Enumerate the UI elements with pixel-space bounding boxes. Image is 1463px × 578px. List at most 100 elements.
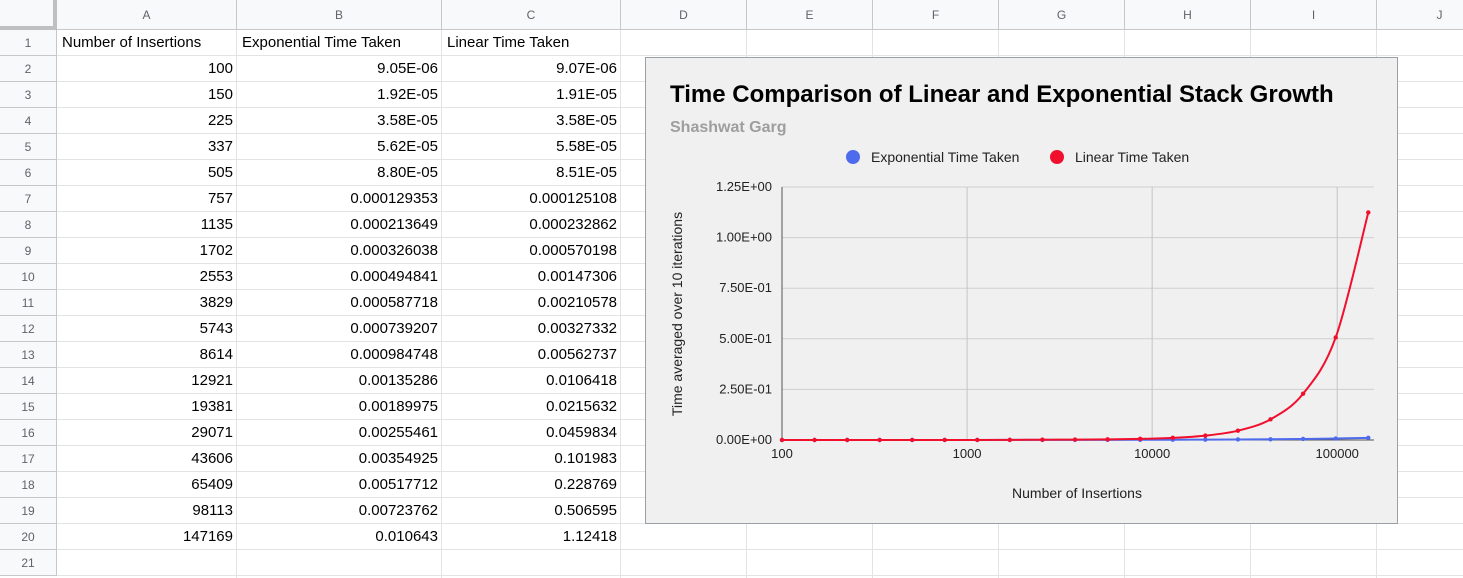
column-header-j[interactable]: J [1377, 0, 1463, 30]
row-header-17[interactable]: 17 [0, 446, 57, 472]
cell-a14[interactable]: 12921 [191, 372, 233, 389]
cell-c8[interactable]: 0.000232862 [529, 216, 617, 233]
row-gridline [57, 575, 1463, 576]
y-axis-title: Time averaged over 10 iterations [669, 212, 685, 416]
cell-b19[interactable]: 0.00723762 [358, 502, 438, 519]
cell-a7[interactable]: 757 [207, 190, 233, 207]
column-header-a[interactable]: A [57, 0, 237, 30]
cell-b16[interactable]: 0.00255461 [358, 424, 438, 441]
cell-c18[interactable]: 0.228769 [554, 476, 617, 493]
embedded-chart[interactable]: Time Comparison of Linear and Exponentia… [645, 57, 1398, 524]
cell-c6[interactable]: 8.51E-05 [556, 164, 617, 181]
data-point-exponential [1366, 435, 1371, 441]
cell-c9[interactable]: 0.000570198 [529, 242, 617, 259]
row-header-19[interactable]: 19 [0, 498, 57, 524]
cell-b10[interactable]: 0.000494841 [350, 268, 438, 285]
cell-b7[interactable]: 0.000129353 [350, 190, 438, 207]
cell-a17[interactable]: 43606 [191, 450, 233, 467]
row-header-3[interactable]: 3 [0, 82, 57, 108]
row-gridline [57, 55, 1463, 56]
row-header-7[interactable]: 7 [0, 186, 57, 212]
cell-c5[interactable]: 5.58E-05 [556, 138, 617, 155]
row-header-8[interactable]: 8 [0, 212, 57, 238]
cell-c7[interactable]: 0.000125108 [529, 190, 617, 207]
cell-b2[interactable]: 9.05E-06 [377, 60, 438, 77]
cell-c16[interactable]: 0.0459834 [546, 424, 617, 441]
cell-a9[interactable]: 1702 [199, 242, 233, 259]
cell-c13[interactable]: 0.00562737 [537, 346, 617, 363]
cell-c11[interactable]: 0.00210578 [537, 294, 617, 311]
cell-a8[interactable]: 1135 [200, 216, 233, 233]
cell-a10[interactable]: 2553 [199, 268, 233, 285]
row-header-5[interactable]: 5 [0, 134, 57, 160]
row-header-20[interactable]: 20 [0, 524, 57, 550]
cell-b5[interactable]: 5.62E-05 [377, 138, 438, 155]
cell-b13[interactable]: 0.000984748 [350, 346, 438, 363]
row-header-13[interactable]: 13 [0, 342, 57, 368]
row-header-10[interactable]: 10 [0, 264, 57, 290]
select-all-corner[interactable] [0, 0, 57, 30]
cell-a3[interactable]: 150 [207, 86, 233, 103]
cell-c20[interactable]: 1.12418 [562, 528, 617, 545]
data-point-linear [1268, 417, 1273, 422]
cell-a15[interactable]: 19381 [191, 398, 233, 415]
column-header-h[interactable]: H [1125, 0, 1251, 30]
cell-b6[interactable]: 8.80E-05 [377, 164, 438, 181]
cell-c12[interactable]: 0.00327332 [537, 320, 617, 337]
cell-b3[interactable]: 1.92E-05 [377, 86, 438, 103]
cell-c15[interactable]: 0.0215632 [546, 398, 617, 415]
row-header-14[interactable]: 14 [0, 368, 57, 394]
column-header-d[interactable]: D [621, 0, 747, 30]
row-header-9[interactable]: 9 [0, 238, 57, 264]
cell-a5[interactable]: 337 [207, 138, 233, 155]
row-header-18[interactable]: 18 [0, 472, 57, 498]
column-header-b[interactable]: B [237, 0, 442, 30]
row-header-6[interactable]: 6 [0, 160, 57, 186]
row-header-15[interactable]: 15 [0, 394, 57, 420]
data-point-exponential [1333, 436, 1338, 441]
cell-c2[interactable]: 9.07E-06 [556, 60, 617, 77]
column-header-g[interactable]: G [999, 0, 1125, 30]
cell-c4[interactable]: 3.58E-05 [556, 112, 617, 129]
cell-a18[interactable]: 65409 [191, 476, 233, 493]
cell-a19[interactable]: 98113 [192, 502, 233, 519]
row-header-11[interactable]: 11 [0, 290, 57, 316]
row-header-2[interactable]: 2 [0, 56, 57, 82]
row-header-16[interactable]: 16 [0, 420, 57, 446]
cell-b12[interactable]: 0.000739207 [350, 320, 438, 337]
cell-b18[interactable]: 0.00517712 [358, 476, 438, 493]
cell-c14[interactable]: 0.0106418 [546, 372, 617, 389]
cell-a13[interactable]: 8614 [199, 346, 233, 363]
cell-a16[interactable]: 29071 [191, 424, 233, 441]
cell-b9[interactable]: 0.000326038 [350, 242, 438, 259]
cell-c17[interactable]: 0.101983 [554, 450, 617, 467]
cell-a12[interactable]: 5743 [199, 320, 233, 337]
cell-b15[interactable]: 0.00189975 [358, 398, 438, 415]
cell-a2[interactable]: 100 [207, 60, 233, 77]
cell-b20[interactable]: 0.010643 [375, 528, 438, 545]
row-header-21[interactable]: 21 [0, 550, 57, 576]
cell-c3[interactable]: 1.91E-05 [556, 86, 617, 103]
cell-b11[interactable]: 0.000587718 [350, 294, 438, 311]
header-cell-b[interactable]: Exponential Time Taken [242, 34, 401, 51]
row-header-1[interactable]: 1 [0, 30, 57, 56]
cell-a20[interactable]: 147169 [182, 528, 233, 545]
column-header-i[interactable]: I [1251, 0, 1377, 30]
row-header-12[interactable]: 12 [0, 316, 57, 342]
column-header-c[interactable]: C [442, 0, 621, 30]
row-header-4[interactable]: 4 [0, 108, 57, 134]
cell-c10[interactable]: 0.00147306 [537, 268, 617, 285]
cell-a11[interactable]: 3829 [199, 294, 233, 311]
cell-b8[interactable]: 0.000213649 [350, 216, 438, 233]
header-cell-c[interactable]: Linear Time Taken [447, 34, 570, 51]
cell-a6[interactable]: 505 [207, 164, 233, 181]
cell-b17[interactable]: 0.00354925 [358, 450, 438, 467]
cell-b14[interactable]: 0.00135286 [358, 372, 438, 389]
data-point-linear [1333, 335, 1338, 340]
cell-b4[interactable]: 3.58E-05 [377, 112, 438, 129]
cell-a4[interactable]: 225 [207, 112, 233, 129]
column-header-e[interactable]: E [747, 0, 873, 30]
header-cell-a[interactable]: Number of Insertions [62, 34, 202, 51]
column-header-f[interactable]: F [873, 0, 999, 30]
cell-c19[interactable]: 0.506595 [554, 502, 617, 519]
